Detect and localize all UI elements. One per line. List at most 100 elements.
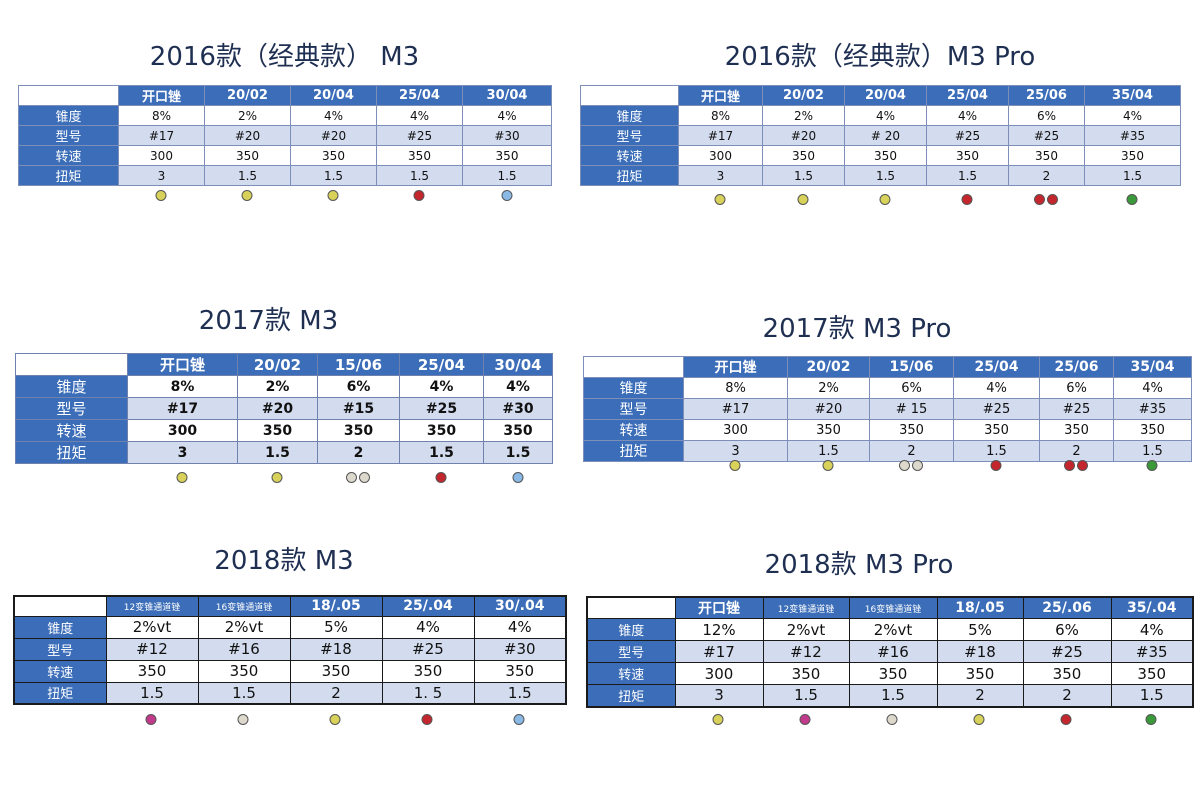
table-cell: 3: [118, 165, 205, 186]
color-dot-group: [729, 460, 741, 471]
table-cell: #25: [926, 125, 1009, 146]
table-cell: 1.5: [376, 165, 463, 186]
color-dot-group: [714, 194, 726, 205]
color-dot-group: [501, 190, 512, 201]
table-row: 转速 300 350 350 350 350 350: [583, 419, 1192, 441]
color-dot-group: [155, 190, 167, 201]
table-cell: 4%: [844, 105, 927, 126]
table-cell: #35: [1113, 398, 1192, 420]
table-cell: 8%: [683, 377, 788, 399]
table-cell: #25: [1039, 398, 1114, 420]
row-label: 转速: [13, 659, 107, 683]
table-row: 型号 #17 #20 # 20 #25 #25 #35: [580, 125, 1181, 146]
color-dot-group: [1064, 460, 1088, 471]
table-cell: 4%: [290, 105, 377, 126]
table-row: 锥度 8% 2% 4% 4% 4%: [18, 105, 552, 126]
block-2016-m3: 2016款（经典款） M3 开口锉 20/02 20/04 25/04 30/04 锥度 8…: [18, 30, 552, 210]
color-dot-gray: [912, 460, 923, 471]
table-cell: 6%: [869, 377, 954, 399]
table-cell: 350: [762, 662, 850, 685]
color-dot-group: [797, 194, 809, 205]
table-cell: 2%vt: [848, 618, 938, 641]
color-dots-row: [586, 714, 1192, 728]
table-title: 2016款（经典款）M3 Pro: [724, 42, 1036, 72]
header-corner: [13, 595, 107, 617]
table-cell: 350: [869, 419, 954, 441]
column-header: 20/04: [290, 85, 377, 106]
row-label: 锥度: [15, 375, 128, 398]
color-dot-group: [886, 714, 898, 725]
table-cell: #20: [290, 125, 377, 146]
color-dot-group: [1034, 194, 1058, 205]
table-cell: 1.5: [1113, 440, 1192, 462]
table-cell: #20: [762, 125, 845, 146]
table-cell: 350: [462, 145, 552, 166]
block-2017-m3pro: 2017款 M3 Pro 开口锉 20/02 15/06 25/04 25/06 35/0…: [583, 308, 1192, 498]
table-cell: 1.5: [762, 165, 845, 186]
table-cell: 1.5: [290, 165, 377, 186]
table-cell: 350: [1110, 662, 1194, 685]
color-dot-yellow: [329, 714, 341, 725]
color-dot-group: [1126, 194, 1138, 205]
row-label: 型号: [18, 125, 119, 146]
table-row: 型号 #17 #20 # 15 #25 #25 #35: [583, 398, 1192, 420]
row-label: 扭矩: [13, 681, 107, 705]
table-cell: 3: [683, 440, 788, 462]
header-corner: [583, 356, 684, 378]
row-label: 型号: [15, 397, 128, 420]
table-cell: #20: [204, 125, 291, 146]
color-dot-magenta: [145, 714, 157, 725]
row-label: 型号: [580, 125, 679, 146]
table-cell: 1.5: [1084, 165, 1181, 186]
table-cell: 2%: [237, 375, 318, 398]
color-dot-gray: [237, 714, 249, 725]
spec-table: 开口锉 20/02 20/04 25/04 25/06 35/04 锥度 8% 2% 4% 4% 6%…: [580, 85, 1181, 186]
table-cell: 4%: [1113, 377, 1192, 399]
color-dot-yellow: [241, 190, 253, 201]
table-cell: 4%: [381, 615, 475, 639]
table-row: 锥度 8% 2% 4% 4% 6% 4%: [580, 105, 1181, 126]
color-dot-red: [413, 190, 425, 201]
table-cell: 5%: [936, 618, 1024, 641]
block-2018-m3pro: 2018款 M3 Pro 开口锉 12变锥通道锉 16变锥通道锉 18/.05 25/.…: [586, 544, 1194, 744]
column-header: 25/04: [376, 85, 463, 106]
color-dot-group: [990, 460, 1002, 471]
color-dot-yellow: [822, 460, 834, 471]
table-cell: #15: [317, 397, 400, 420]
table-cell: 4%: [926, 105, 1009, 126]
color-dots-row: [13, 714, 565, 728]
table-cell: 350: [1022, 662, 1112, 685]
table-row: 扭矩 3 1.5 2 1.5 1.5: [15, 441, 553, 464]
column-header: 25/06: [1008, 85, 1085, 106]
color-dot-gray: [359, 472, 370, 483]
table-row: 扭矩 3 1.5 2 1.5 2 1.5: [583, 440, 1192, 462]
table-cell: #20: [237, 397, 318, 420]
column-header: 15/06: [869, 356, 954, 378]
color-dot-red: [1034, 194, 1045, 205]
color-dot-red: [1047, 194, 1058, 205]
color-dot-yellow: [714, 194, 726, 205]
color-dot-group: [1145, 714, 1157, 725]
table-cell: 1.5: [483, 441, 553, 464]
table-cell: 1.5: [953, 440, 1040, 462]
table-cell: 1. 5: [381, 681, 475, 705]
table-cell: 3: [674, 684, 764, 707]
column-header: 25/04: [953, 356, 1040, 378]
color-dot-group: [899, 460, 923, 471]
table-cell: 1.5: [237, 441, 318, 464]
column-header: 12变锥通道锉: [105, 595, 199, 617]
table-header-row: 开口锉 20/02 20/04 25/04 25/06 35/04: [580, 85, 1181, 106]
color-dot-yellow: [155, 190, 167, 201]
column-header: 20/02: [787, 356, 870, 378]
color-dot-yellow: [797, 194, 809, 205]
block-2017-m3: 2017款 M3 开口锉 20/02 15/06 25/04 30/04 锥度 8% 2% 6%…: [15, 300, 553, 490]
table-cell: 8%: [678, 105, 763, 126]
row-label: 扭矩: [15, 441, 128, 464]
table-header-row: 开口锉 20/02 15/06 25/04 30/04: [15, 353, 553, 376]
table-cell: #35: [1084, 125, 1181, 146]
table-cell: 1.5: [473, 681, 567, 705]
block-2018-m3: 2018款 M3 12变锥通道锉 16变锥通道锉 18/.05 25/.04 30/.0…: [13, 540, 567, 740]
table-cell: #30: [483, 397, 553, 420]
column-header: 30/04: [462, 85, 552, 106]
table-cell: 350: [105, 659, 199, 683]
